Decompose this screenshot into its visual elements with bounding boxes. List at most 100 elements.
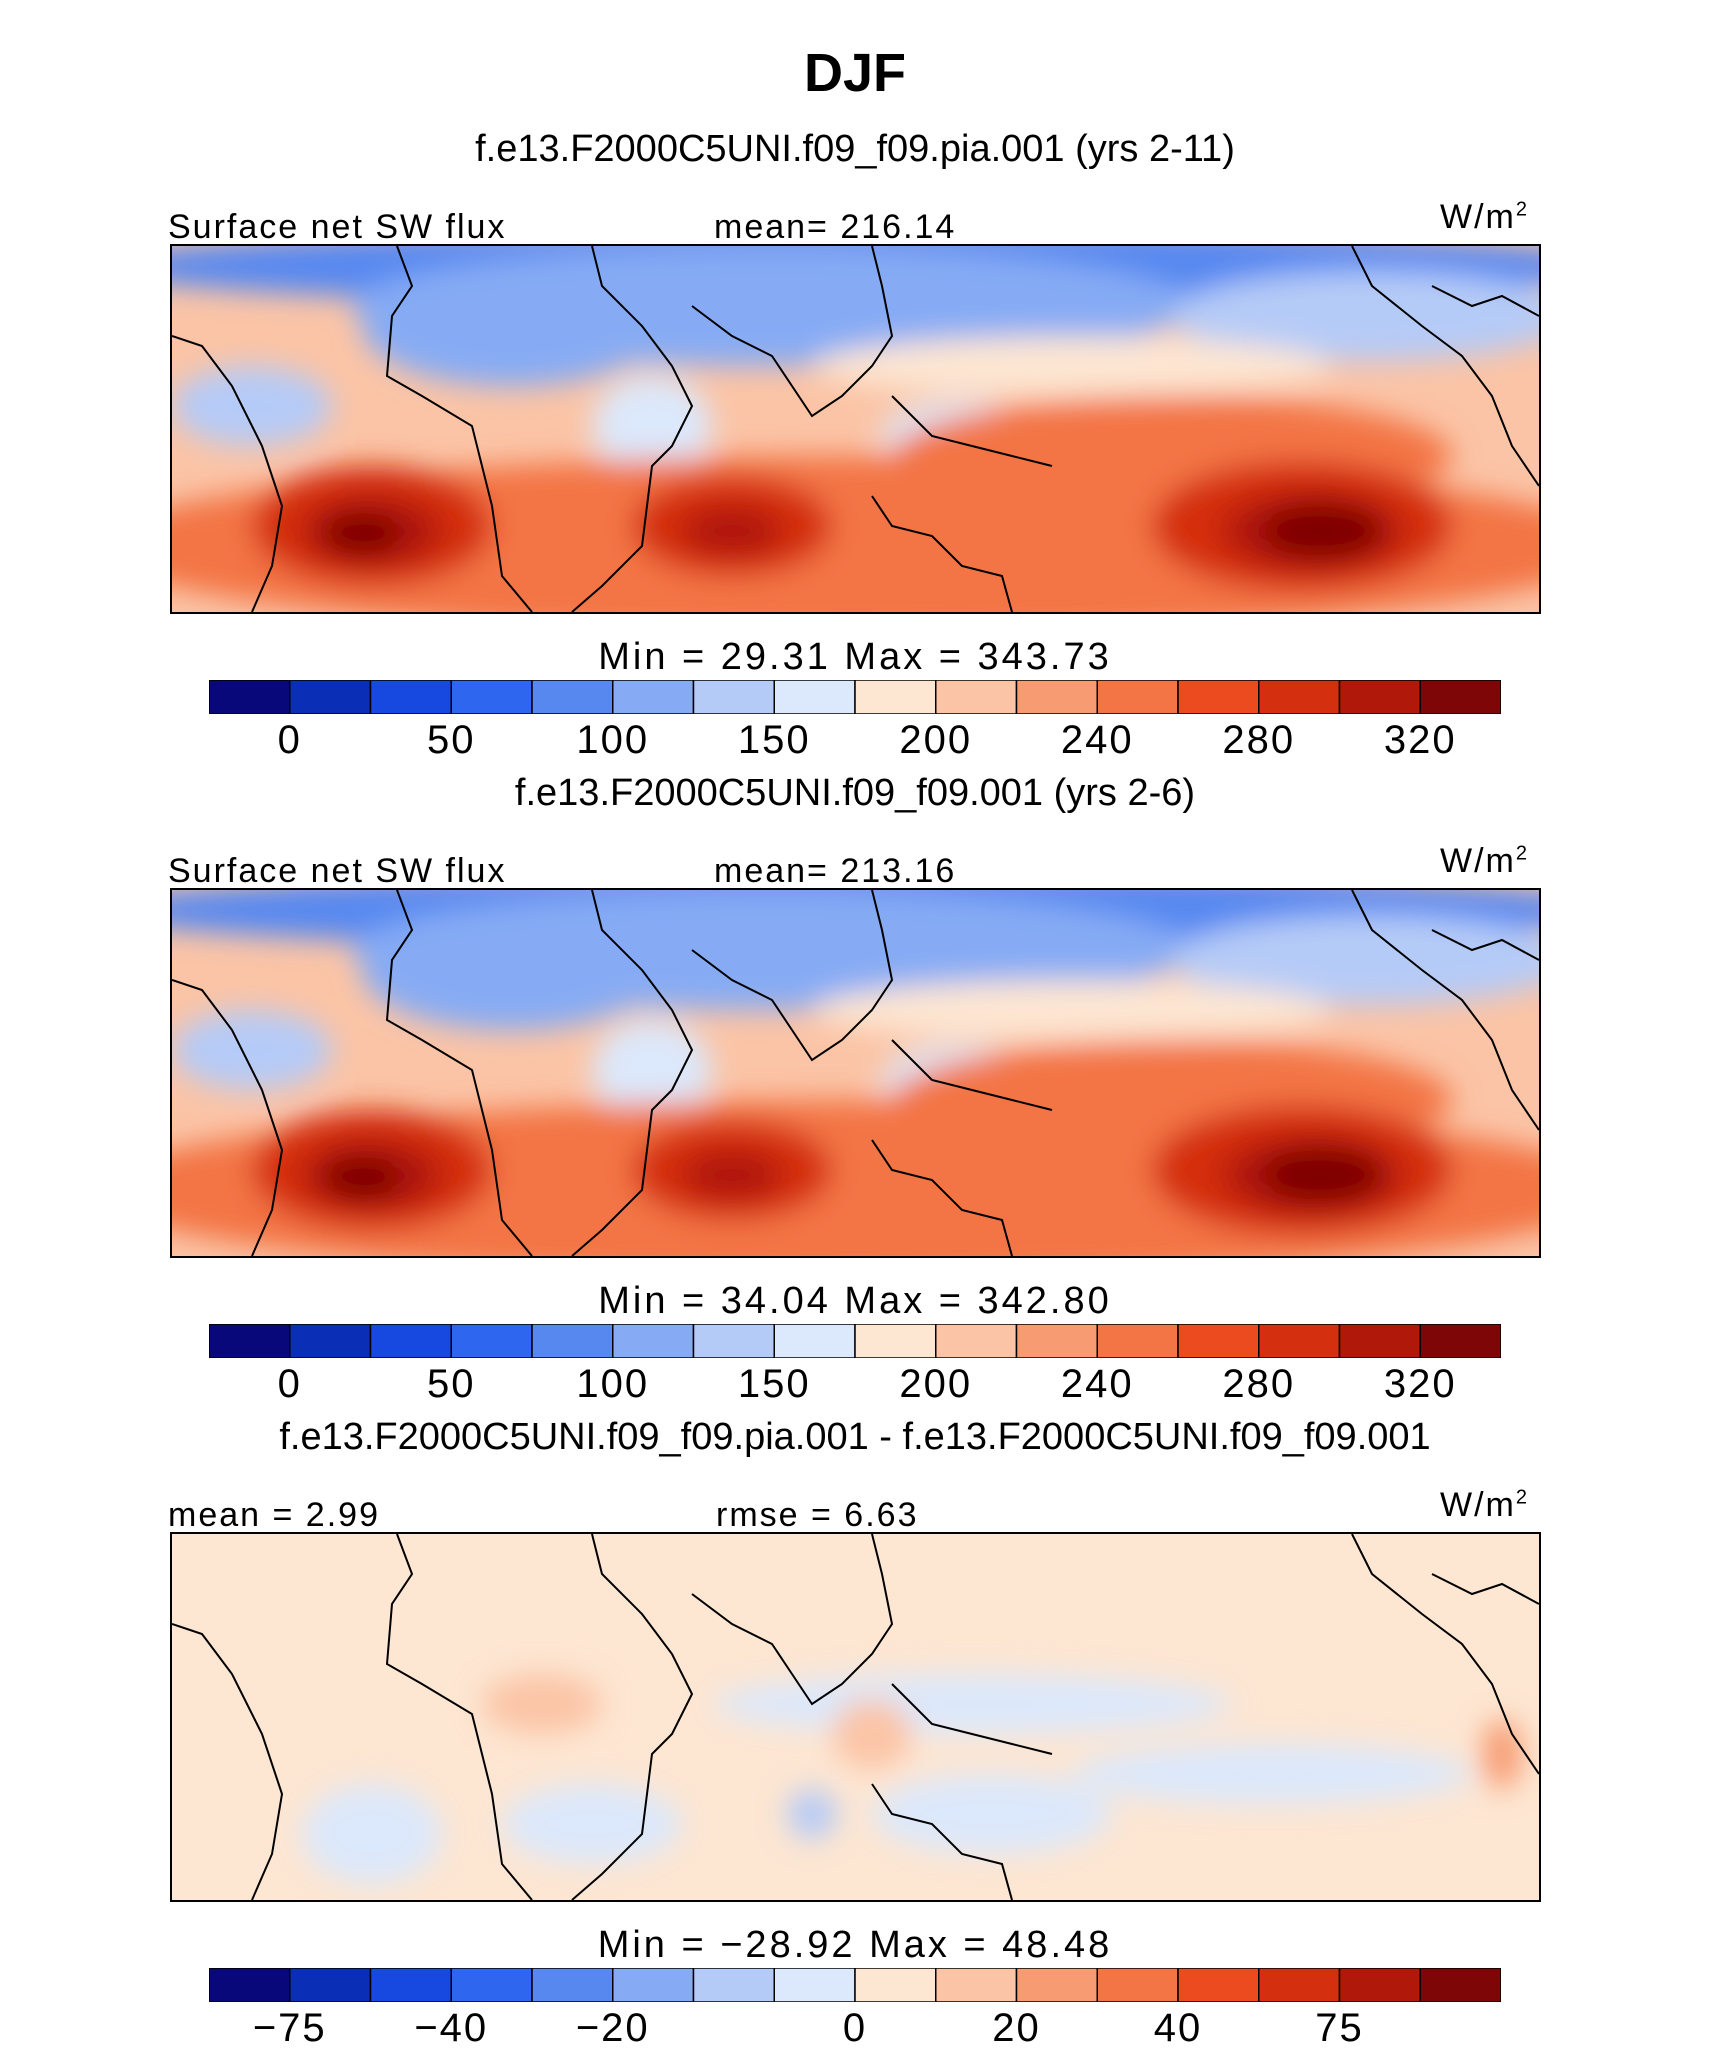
map-field-region — [832, 1699, 912, 1769]
colorbar-swatch — [531, 1967, 614, 2003]
colorbar-swatch — [289, 1967, 372, 2003]
colorbar-swatch — [450, 1967, 533, 2003]
colorbar-swatch — [369, 679, 452, 715]
map-field-region — [1262, 1147, 1382, 1203]
panel-1-colorbar-ticks: 0 50 100 150 200 240 280 320 — [0, 718, 1710, 764]
map-field-region — [1482, 1719, 1522, 1789]
colorbar-tick-label: 200 — [899, 718, 973, 762]
colorbar-swatch — [854, 1323, 937, 1359]
colorbar-swatch — [450, 679, 533, 715]
map-field-region — [362, 910, 662, 1030]
map-field-region — [302, 1784, 442, 1884]
colorbar-swatch — [208, 1323, 291, 1359]
coastline — [691, 1534, 894, 1706]
colorbar-tick-label: 50 — [427, 718, 476, 762]
coastline — [571, 1534, 694, 1900]
coastline — [1351, 890, 1539, 1131]
colorbar-tick-label: 320 — [1383, 718, 1457, 762]
colorbar-swatch — [1177, 1967, 1260, 2003]
map-field-region — [482, 1674, 602, 1734]
coastline — [871, 1139, 1013, 1256]
coastline — [871, 1783, 1013, 1900]
map-field-region — [592, 376, 712, 476]
panel-1-run-title: f.e13.F2000C5UNI.f09_f09.pia.001 (yrs 2-… — [475, 128, 1235, 170]
colorbar-swatch — [1015, 1967, 1098, 2003]
colorbar-tick-label: 280 — [1222, 718, 1296, 762]
colorbar-swatch — [531, 1323, 614, 1359]
panel-2-run-title: f.e13.F2000C5UNI.f09_f09.001 (yrs 2-6) — [514, 772, 1196, 814]
coastline — [691, 246, 894, 418]
colorbar-swatch — [692, 679, 775, 715]
colorbar-tick-label: 0 — [277, 1362, 302, 1406]
panel-1-map — [170, 244, 1541, 614]
colorbar-tick-label: 100 — [576, 718, 650, 762]
coastline — [891, 395, 1053, 467]
colorbar-swatch — [773, 1967, 856, 2003]
map-field-svg — [172, 246, 1539, 612]
coastline — [1431, 1573, 1539, 1605]
colorbar-svg — [208, 679, 1502, 715]
panel-2-units-text: W/m — [1440, 842, 1516, 880]
panel-2-map — [170, 888, 1541, 1258]
colorbar-swatch — [1419, 1323, 1502, 1359]
colorbar-swatch — [450, 1323, 533, 1359]
panel-3-units-exp: 2 — [1515, 1486, 1529, 1509]
colorbar-tick-label: 100 — [576, 1362, 650, 1406]
colorbar-swatch — [1338, 1323, 1421, 1359]
map-field-svg — [172, 890, 1539, 1256]
colorbar-swatch — [612, 679, 695, 715]
colorbar-swatch — [612, 1323, 695, 1359]
coastline — [385, 246, 533, 612]
coastline — [1431, 285, 1539, 317]
colorbar-tick-label: 20 — [992, 2006, 1041, 2050]
map-field-region — [1262, 503, 1382, 559]
map-field-region — [787, 1789, 837, 1839]
panel-2-variable-label: Surface net SW flux — [168, 852, 507, 890]
map-field-region — [682, 506, 782, 556]
colorbar-tick-label: −75 — [252, 2006, 327, 2050]
map-field-region — [322, 512, 402, 556]
panel-3-mean-label: mean = 2.99 — [168, 1496, 380, 1534]
colorbar-svg — [208, 1323, 1502, 1359]
coastline — [385, 1534, 533, 1900]
figure-title: DJF — [803, 43, 906, 103]
colorbar-swatch — [773, 679, 856, 715]
colorbar-swatch — [1419, 1967, 1502, 2003]
coastline — [1351, 1534, 1539, 1775]
colorbar-swatch — [1258, 1967, 1341, 2003]
colorbar-tick-label: 150 — [737, 1362, 811, 1406]
colorbar-tick-label: 240 — [1060, 718, 1134, 762]
colorbar-swatch — [289, 679, 372, 715]
panel-3-colorbar — [208, 1967, 1502, 2003]
colorbar-tick-label: 240 — [1060, 1362, 1134, 1406]
colorbar-swatch — [935, 1967, 1018, 2003]
colorbar-swatch — [208, 679, 291, 715]
colorbar-swatch — [692, 1323, 775, 1359]
colorbar-tick-label: 150 — [737, 718, 811, 762]
colorbar-swatch — [1015, 679, 1098, 715]
colorbar-tick-label: −20 — [575, 2006, 650, 2050]
colorbar-swatch — [854, 1967, 937, 2003]
colorbar-swatch — [935, 679, 1018, 715]
colorbar-tick-label: 75 — [1315, 2006, 1364, 2050]
map-field-region — [712, 1674, 1232, 1734]
coastline — [172, 1623, 284, 1900]
map-field-region — [592, 1020, 712, 1120]
colorbar-swatch — [369, 1323, 452, 1359]
panel-1-mean-label: mean= 216.14 — [714, 208, 957, 246]
panel-3-rmse-label: rmse = 6.63 — [716, 1496, 919, 1534]
coastline — [891, 1683, 1053, 1755]
colorbar-swatch — [1015, 1323, 1098, 1359]
panel-2-units-exp: 2 — [1515, 842, 1529, 865]
colorbar-tick-label: 40 — [1153, 2006, 1203, 2050]
panel-3-colorbar-ticks: −75 −40 −20 0 20 40 75 — [0, 2006, 1710, 2052]
colorbar-swatch — [854, 679, 937, 715]
coastline — [691, 890, 894, 1062]
colorbar-swatch — [208, 1967, 291, 2003]
map-field-region — [172, 1010, 332, 1090]
colorbar-swatch — [1096, 1323, 1179, 1359]
colorbar-swatch — [773, 1323, 856, 1359]
map-field-region — [682, 1150, 782, 1200]
colorbar-tick-label: 280 — [1222, 1362, 1296, 1406]
map-field-region — [872, 1774, 1112, 1854]
